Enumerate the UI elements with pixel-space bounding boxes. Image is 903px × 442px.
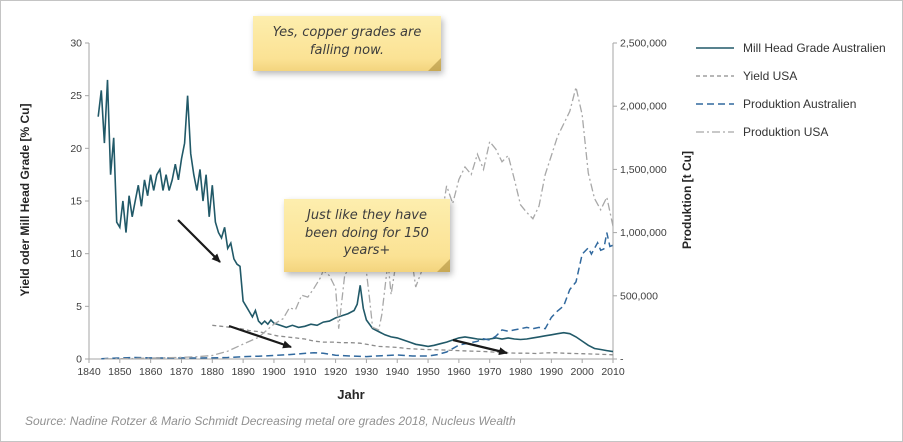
svg-text:25: 25 [70, 90, 82, 102]
svg-text:1970: 1970 [478, 366, 502, 378]
legend-item-mill-head-grade-australien: Mill Head Grade Australien [695, 39, 886, 57]
series-line-mill-head-grade-australien [97, 79, 614, 353]
axes: 0 5 10 15 20 25 30 - 500,000 1,000,000 1,500,000 2,… [70, 38, 667, 379]
svg-text:1840: 1840 [77, 366, 101, 378]
svg-text:1,000,000: 1,000,000 [620, 227, 667, 239]
svg-text:1880: 1880 [201, 366, 225, 378]
svg-text:1860: 1860 [139, 366, 163, 378]
source-attribution: Source: Nadine Rotzer & Mario Schmidt De… [25, 414, 516, 428]
x-axis-title: Jahr [337, 387, 365, 402]
svg-text:1870: 1870 [170, 366, 194, 378]
svg-text:0: 0 [76, 354, 82, 366]
legend-line-sample-produktion-usa [696, 131, 734, 133]
svg-text:1980: 1980 [509, 366, 533, 378]
legend-line-sample-produktion-australien [696, 103, 734, 105]
legend-label: Mill Head Grade Australien [743, 41, 886, 55]
sticky-note-1: Yes, copper grades are falling now. [253, 16, 441, 72]
svg-text:500,000: 500,000 [620, 290, 658, 302]
legend-item-produktion-australien: Produktion Australien [695, 95, 886, 113]
svg-text:1900: 1900 [262, 366, 286, 378]
legend-label: Yield USA [743, 69, 798, 83]
svg-text:2010: 2010 [601, 366, 625, 378]
svg-text:1890: 1890 [231, 366, 255, 378]
svg-text:1940: 1940 [386, 366, 410, 378]
legend-line-sample-mill-head-grade-australien [696, 47, 734, 49]
chart-legend: Mill Head Grade Australien Yield USA Produ… [695, 39, 886, 141]
annotation-arrows [177, 219, 508, 356]
svg-text:2,500,000: 2,500,000 [620, 38, 667, 50]
svg-text:1910: 1910 [293, 366, 317, 378]
sticky-note-2: Just like they have been doing for 150 y… [284, 199, 450, 272]
svg-text:-: - [620, 354, 624, 366]
svg-text:1930: 1930 [355, 366, 379, 378]
annotation-arrow-2 [228, 324, 292, 349]
annotation-arrow-3 [452, 338, 508, 356]
legend-item-produktion-usa: Produktion USA [695, 123, 886, 141]
svg-text:2,000,000: 2,000,000 [620, 101, 667, 113]
svg-text:20: 20 [70, 143, 82, 155]
svg-text:1850: 1850 [108, 366, 132, 378]
y-axis-left-title: Yield oder Mill Head Grade [% Cu] [18, 103, 32, 297]
legend-line-sample-yield-usa [696, 75, 734, 77]
legend-label: Produktion USA [743, 125, 829, 139]
svg-text:1920: 1920 [324, 366, 348, 378]
svg-text:2000: 2000 [570, 366, 594, 378]
annotation-arrow-1 [177, 219, 221, 263]
svg-text:1,500,000: 1,500,000 [620, 164, 667, 176]
chart-canvas: 0 5 10 15 20 25 30 - 500,000 1,000,000 1,500,000 2,… [70, 38, 667, 379]
svg-text:1990: 1990 [540, 366, 564, 378]
svg-text:5: 5 [76, 301, 82, 313]
legend-item-yield-usa: Yield USA [695, 67, 886, 85]
svg-text:10: 10 [70, 248, 82, 260]
svg-text:30: 30 [70, 38, 82, 50]
legend-label: Produktion Australien [743, 97, 857, 111]
y-axis-right-title: Produktion [t Cu] [680, 151, 694, 249]
svg-text:1960: 1960 [447, 366, 471, 378]
svg-text:15: 15 [70, 196, 82, 208]
svg-text:1950: 1950 [416, 366, 440, 378]
